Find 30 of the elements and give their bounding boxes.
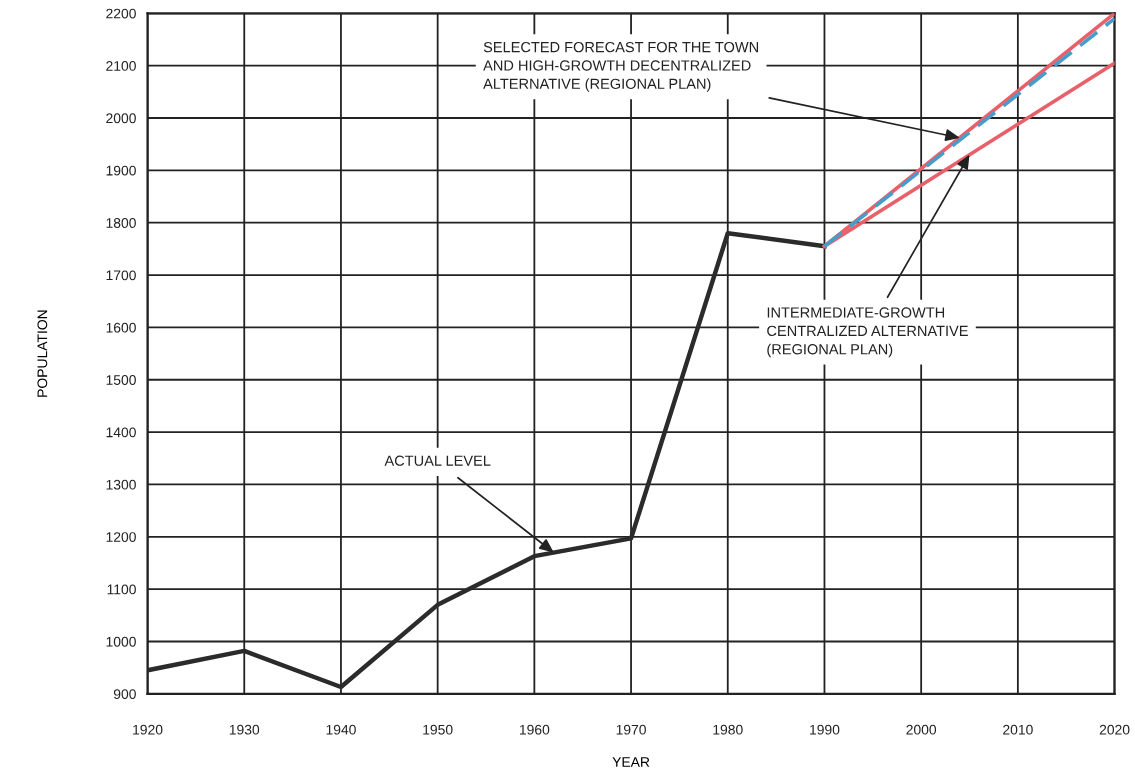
y-tick-label: 1200 <box>106 532 136 542</box>
y-tick-label: 1900 <box>106 165 136 176</box>
y-tick-label: 2100 <box>106 61 136 71</box>
y-tick-label: 1400 <box>106 427 136 438</box>
x-tick-label: 1970 <box>616 724 646 735</box>
x-tick-label: 1980 <box>713 724 743 735</box>
x-tick-label: 1950 <box>423 724 453 735</box>
y-tick-label: 1500 <box>106 375 136 385</box>
y-tick-label: 1000 <box>106 636 136 647</box>
x-tick-label: 2020 <box>1099 724 1130 735</box>
x-axis-title: YEAR <box>612 757 650 767</box>
y-tick-label: 900 <box>113 689 136 700</box>
x-tick-label: 1960 <box>519 724 550 735</box>
annotation: SELECTED FORECAST FOR THE TOWN AND HIGH-GROWTH DECENTRALIZED ALTERNATIVE (REGIONAL PLAN) <box>483 41 758 92</box>
y-tick-label: 1100 <box>107 584 136 595</box>
x-tick-label: 2010 <box>1003 724 1033 735</box>
x-tick-label: 1940 <box>326 724 356 735</box>
y-tick-label: 2200 <box>106 8 136 19</box>
y-tick-label: 1600 <box>106 322 136 333</box>
annotation: ACTUAL LEVEL <box>384 455 491 466</box>
y-tick-label: 1800 <box>106 218 136 228</box>
y-tick-label: 1300 <box>106 479 136 490</box>
x-tick-label: 1920 <box>133 724 163 735</box>
x-tick-label: 2000 <box>906 724 937 735</box>
annotation: INTERMEDIATE-GROWTH CENTRALIZED ALTERNATIVE (REGIONAL PLAN) <box>767 307 968 358</box>
y-tick-label: 2000 <box>106 113 136 124</box>
y-axis-title: POPULATION <box>37 310 48 397</box>
x-tick-label: 1990 <box>810 724 840 735</box>
y-tick-label: 1700 <box>106 270 136 281</box>
x-tick-label: 1930 <box>229 724 260 735</box>
